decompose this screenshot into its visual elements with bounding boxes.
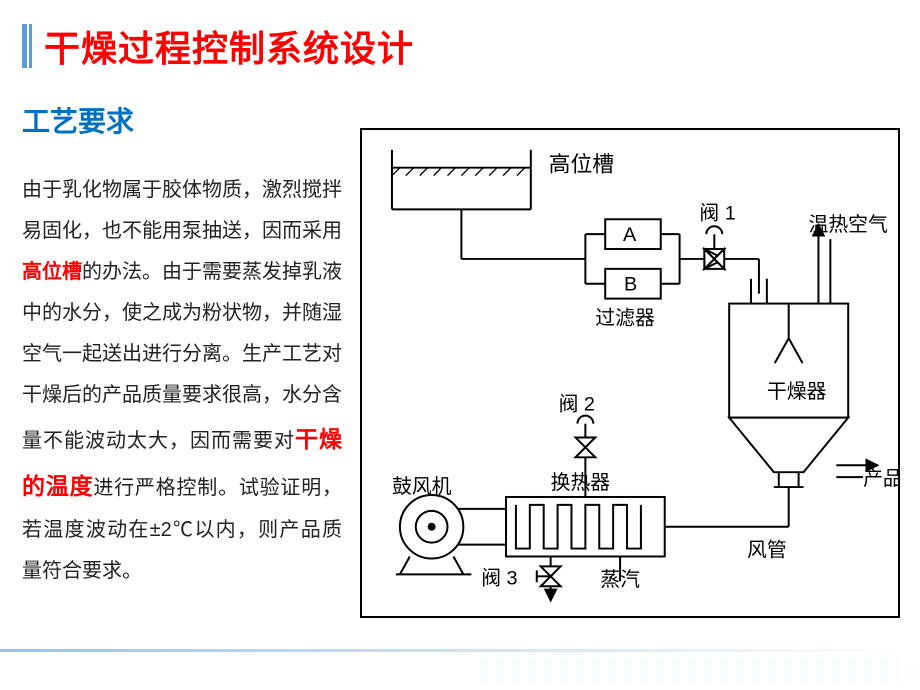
page-title: 干燥过程控制系统设计 (44, 20, 414, 72)
label-dryer: 干燥器 (767, 381, 827, 403)
body-seg-1: 由于乳化物属于胶体物质，激烈搅拌易固化，也不能用泵抽送，因而采用 (22, 179, 342, 242)
valve-2-icon (575, 416, 595, 458)
label-steam: 蒸汽 (600, 569, 640, 591)
dryer-icon (729, 224, 878, 487)
title-accent-icon (22, 24, 34, 68)
footer-watermark (480, 658, 900, 684)
label-product: 产品 (863, 468, 898, 490)
body-seg-2: 的办法。由于需要蒸发掉乳液中的水分，使之成为粉状物，并随湿空气一起送出进行分离。… (22, 261, 342, 452)
label-filter: 过滤器 (595, 307, 655, 329)
label-heat-ex: 换热器 (551, 472, 611, 494)
label-valve3: 阀 3 (481, 567, 517, 589)
label-filter-a: A (623, 224, 637, 246)
label-high-tank: 高位槽 (549, 152, 614, 177)
label-blower: 鼓风机 (392, 476, 452, 498)
valve-3-icon (537, 566, 561, 586)
body-paragraph: 由于乳化物属于胶体物质，激烈搅拌易固化，也不能用泵抽送，因而采用高位槽的办法。由… (22, 170, 342, 592)
highlight-tank: 高位槽 (22, 261, 82, 283)
valve-1-icon (704, 226, 724, 269)
footer-divider (0, 649, 920, 652)
label-valve1: 阀 1 (699, 202, 735, 224)
heat-exchanger-icon (506, 497, 665, 557)
label-warm-air: 温热空气 (809, 214, 888, 236)
label-duct: 风管 (747, 539, 787, 561)
label-filter-b: B (624, 274, 637, 296)
blower-icon (396, 495, 506, 574)
section-heading: 工艺要求 (22, 100, 134, 140)
high-tank-icon (392, 150, 531, 210)
label-valve2: 阀 2 (559, 394, 595, 416)
title-bar: 干燥过程控制系统设计 (22, 20, 414, 72)
process-diagram: 高位槽 A B 过滤器 阀 1 (360, 128, 900, 618)
